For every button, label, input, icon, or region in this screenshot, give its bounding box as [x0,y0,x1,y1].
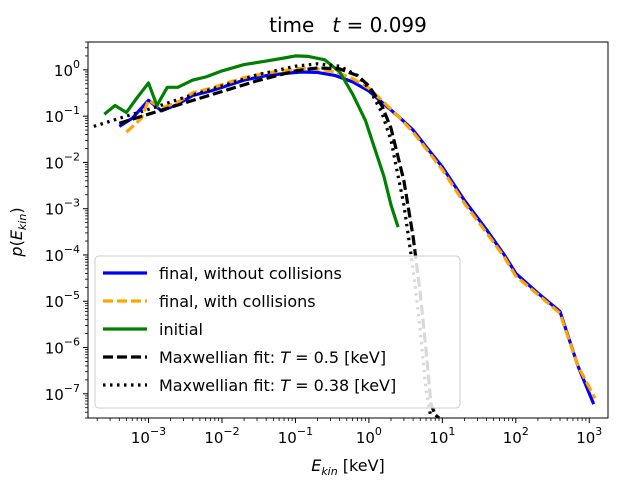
y-tick-label-7: 100 [54,58,80,80]
series-line-2 [103,54,400,228]
x-tick-label-4: 101 [429,425,455,447]
y-tick-label-0: 10−7 [45,382,80,404]
y-tick-label-2: 10−5 [45,289,80,311]
chart-title: time t = 0.099 [269,13,427,37]
y-tick-label-5: 10−2 [45,150,80,172]
legend-label-1: final, with collisions [159,292,316,311]
y-tick-label-4: 10−3 [45,197,80,219]
y-axis: 10−7 10−6 10−5 10−4 10−3 10−2 10−1 100 [45,41,88,419]
series-line-1 [125,66,597,400]
x-axis-label: Ekin [keV] [311,456,385,478]
legend: final, without collisions final, with col… [94,255,461,409]
legend-label-3: Maxwellian fit: T = 0.5 [keV] [159,348,386,367]
x-tick-label-2: 10−1 [278,425,313,447]
legend-label-4: Maxwellian fit: T = 0.38 [keV] [159,376,396,395]
x-axis: 10−3 10−2 10−1 100 101 102 103 [96,418,602,447]
x-tick-label-1: 10−2 [204,425,239,447]
legend-label-0: final, without collisions [159,264,342,283]
x-tick-label-3: 100 [356,425,382,447]
y-axis-label: p(Ekin) [7,207,29,257]
x-tick-label-5: 102 [503,425,529,447]
y-tick-label-6: 10−1 [45,104,80,126]
legend-box [94,255,461,409]
plot-frame [87,41,609,419]
legend-label-2: initial [159,320,203,339]
x-tick-label-6: 103 [576,425,602,447]
y-tick-label-3: 10−4 [45,243,80,265]
y-tick-label-1: 10−6 [45,336,80,358]
x-tick-label-0: 10−3 [131,425,166,447]
